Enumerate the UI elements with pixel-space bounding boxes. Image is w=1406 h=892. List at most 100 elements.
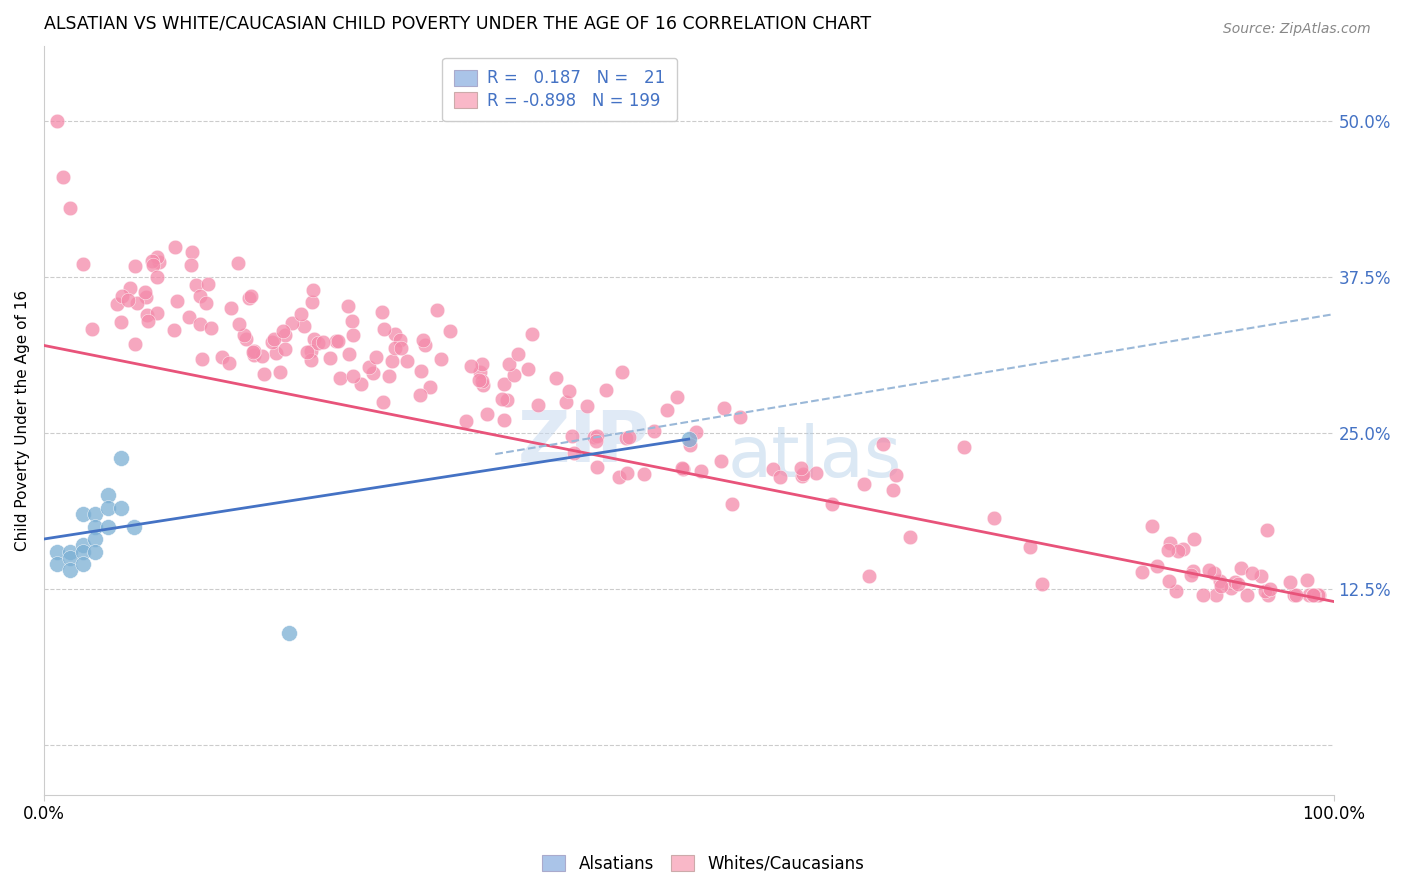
Point — [790, 469, 813, 483]
Point — [884, 468, 907, 483]
Point — [163, 240, 186, 254]
Point — [299, 353, 322, 368]
Point — [1167, 543, 1189, 558]
Point — [1298, 588, 1320, 602]
Point — [413, 338, 436, 352]
Point — [325, 334, 347, 348]
Point — [136, 309, 159, 323]
Point — [312, 334, 335, 349]
Point — [1306, 588, 1329, 602]
Point — [180, 258, 202, 272]
Point — [1236, 588, 1258, 602]
Point — [186, 277, 208, 292]
Point — [562, 446, 585, 460]
Point — [762, 461, 785, 475]
Point — [1258, 582, 1281, 596]
Text: atlas: atlas — [727, 424, 901, 492]
Point — [561, 428, 583, 442]
Point — [1285, 588, 1308, 602]
Point — [576, 400, 599, 414]
Point — [194, 295, 217, 310]
Point — [243, 343, 266, 358]
Point — [853, 477, 876, 491]
Text: ALSATIAN VS WHITE/CAUCASIAN CHILD POVERTY UNDER THE AGE OF 16 CORRELATION CHART: ALSATIAN VS WHITE/CAUCASIAN CHILD POVERT… — [44, 15, 870, 33]
Point — [136, 314, 159, 328]
Point — [274, 343, 297, 357]
Point — [1209, 579, 1232, 593]
Point — [1156, 543, 1178, 558]
Point — [685, 425, 707, 439]
Point — [672, 462, 695, 476]
Point — [110, 450, 132, 465]
Point — [307, 335, 329, 350]
Point — [898, 529, 921, 543]
Point — [713, 401, 735, 415]
Point — [378, 368, 401, 383]
Point — [120, 281, 142, 295]
Point — [666, 390, 689, 404]
Point — [430, 351, 453, 366]
Point — [339, 347, 361, 361]
Point — [336, 300, 359, 314]
Point — [124, 337, 146, 351]
Point — [558, 384, 581, 398]
Point — [554, 395, 576, 409]
Point — [180, 244, 202, 259]
Point — [690, 463, 713, 477]
Point — [72, 257, 94, 271]
Point — [952, 440, 974, 454]
Text: Source: ZipAtlas.com: Source: ZipAtlas.com — [1223, 22, 1371, 37]
Point — [361, 366, 384, 380]
Point — [409, 364, 432, 378]
Point — [148, 255, 170, 269]
Point — [262, 334, 284, 349]
Point — [471, 357, 494, 371]
Point — [59, 550, 82, 565]
Point — [350, 376, 373, 391]
Point — [506, 347, 529, 361]
Point — [110, 315, 132, 329]
Point — [1254, 584, 1277, 599]
Point — [1130, 565, 1153, 579]
Point — [471, 374, 494, 388]
Legend: Alsatians, Whites/Caucasians: Alsatians, Whites/Caucasians — [536, 848, 870, 880]
Point — [145, 250, 167, 264]
Point — [1181, 564, 1204, 578]
Point — [1182, 533, 1205, 547]
Point — [655, 402, 678, 417]
Point — [389, 341, 412, 355]
Point — [384, 327, 406, 342]
Legend: R =   0.187   N =   21, R = -0.898   N = 199: R = 0.187 N = 21, R = -0.898 N = 199 — [443, 58, 678, 121]
Point — [166, 293, 188, 308]
Point — [470, 365, 492, 379]
Point — [373, 322, 395, 336]
Point — [388, 333, 411, 347]
Point — [1279, 575, 1302, 590]
Point — [1219, 582, 1241, 596]
Point — [1171, 541, 1194, 556]
Point — [1205, 588, 1227, 602]
Point — [616, 466, 638, 480]
Point — [52, 169, 75, 184]
Point — [45, 113, 67, 128]
Point — [1031, 577, 1053, 591]
Text: ZIP: ZIP — [517, 409, 650, 477]
Point — [498, 357, 520, 371]
Point — [872, 437, 894, 451]
Point — [516, 362, 538, 376]
Point — [301, 283, 323, 297]
Point — [1164, 583, 1187, 598]
Point — [792, 467, 814, 481]
Point — [59, 544, 82, 558]
Y-axis label: Child Poverty Under the Age of 16: Child Poverty Under the Age of 16 — [15, 290, 30, 551]
Point — [1180, 567, 1202, 582]
Point — [412, 333, 434, 347]
Point — [342, 369, 364, 384]
Point — [475, 407, 498, 421]
Point — [1198, 563, 1220, 577]
Point — [72, 538, 94, 552]
Point — [1159, 536, 1181, 550]
Point — [439, 324, 461, 338]
Point — [821, 497, 844, 511]
Point — [460, 359, 482, 373]
